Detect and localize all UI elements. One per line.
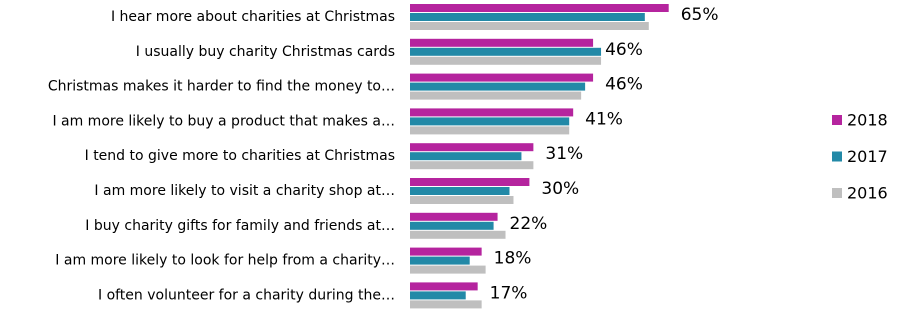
- bar: [410, 187, 510, 195]
- bar: [410, 117, 570, 126]
- legend-swatch: [832, 151, 842, 162]
- legend-label: 2017: [847, 147, 888, 166]
- bar: [410, 13, 645, 21]
- value-label: 46%: [605, 40, 643, 60]
- legend-label: 2018: [847, 111, 888, 130]
- value-label: 30%: [541, 179, 579, 199]
- bar: [410, 291, 466, 300]
- category-label: I tend to give more to charities at Chri…: [85, 148, 395, 164]
- category-label: I buy charity gifts for family and frien…: [85, 218, 395, 234]
- bar: [410, 265, 486, 274]
- bar: [410, 230, 506, 239]
- bar: [410, 91, 582, 100]
- value-label: 18%: [494, 249, 532, 269]
- bar: [410, 300, 482, 309]
- legend-label: 2016: [847, 184, 888, 203]
- category-label: Christmas makes it harder to find the mo…: [48, 79, 395, 95]
- value-label: 65%: [681, 5, 719, 25]
- bar: [410, 22, 649, 30]
- category-label: I often volunteer for a charity during t…: [98, 287, 395, 303]
- bar: [410, 221, 494, 230]
- bar: [410, 47, 602, 56]
- bar: [410, 256, 470, 265]
- bar: [410, 247, 482, 256]
- category-label: I hear more about charities at Christmas: [111, 9, 395, 25]
- category-label: I usually buy charity Christmas cards: [136, 44, 395, 60]
- value-label: 17%: [490, 283, 528, 303]
- bar: [410, 178, 530, 186]
- bar: [410, 282, 478, 291]
- category-label: I am more likely to visit a charity shop…: [94, 183, 395, 199]
- value-label: 41%: [585, 109, 623, 129]
- bar: [410, 4, 669, 12]
- legend-swatch: [832, 115, 842, 125]
- legend-swatch: [832, 188, 842, 198]
- bar: [410, 212, 498, 221]
- bar: [410, 143, 534, 152]
- value-label: 31%: [545, 144, 583, 164]
- value-label: 46%: [605, 75, 643, 95]
- bar: [410, 38, 594, 47]
- category-label: I am more likely to buy a product that m…: [52, 113, 395, 129]
- bar: [410, 73, 594, 82]
- bar: [410, 108, 574, 117]
- value-label: 22%: [510, 214, 548, 234]
- bar: [410, 82, 586, 91]
- bar: [410, 152, 522, 161]
- bar: [410, 56, 602, 65]
- bar: [410, 126, 570, 135]
- bar: [410, 196, 514, 204]
- category-label: I am more likely to look for help from a…: [55, 253, 395, 269]
- bar: [410, 161, 534, 170]
